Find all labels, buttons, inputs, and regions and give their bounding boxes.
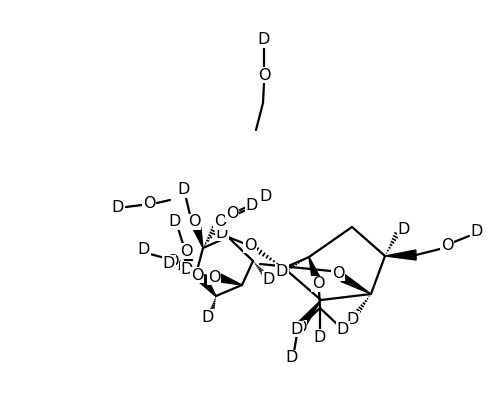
Text: D: D [263,272,275,287]
Text: O: O [244,238,256,253]
Text: D: D [276,264,288,279]
Polygon shape [300,300,321,326]
Text: D: D [112,201,124,215]
Text: D: D [260,189,272,204]
Text: D: D [181,261,193,277]
Text: O: O [312,277,324,292]
Text: O: O [332,266,344,280]
Text: D: D [138,243,150,258]
Polygon shape [341,274,371,294]
Text: D: D [216,225,228,241]
Text: O: O [208,269,220,285]
Text: D: D [178,183,190,197]
Text: O: O [258,67,270,83]
Text: D: D [258,33,270,47]
Polygon shape [193,227,203,248]
Text: D: D [246,199,258,214]
Text: O: O [143,197,155,212]
Text: D: D [202,310,214,324]
Text: D: D [471,225,483,240]
Text: D: D [314,329,326,344]
Text: O: O [191,267,203,282]
Text: O: O [294,321,306,336]
Polygon shape [385,250,416,260]
Polygon shape [184,257,195,278]
Text: D: D [337,321,349,336]
Text: D: D [291,321,303,336]
Text: D: D [347,311,359,326]
Text: O: O [441,238,453,253]
Text: O: O [180,243,192,259]
Text: O: O [214,215,226,230]
Text: D: D [286,351,298,365]
Text: O: O [166,253,178,269]
Text: D: D [163,256,175,271]
Polygon shape [175,261,195,278]
Polygon shape [200,276,216,296]
Text: O: O [226,207,238,222]
Text: D: D [398,222,410,236]
Polygon shape [309,257,320,279]
Polygon shape [219,274,242,285]
Text: D: D [169,215,181,230]
Text: O: O [188,215,200,230]
